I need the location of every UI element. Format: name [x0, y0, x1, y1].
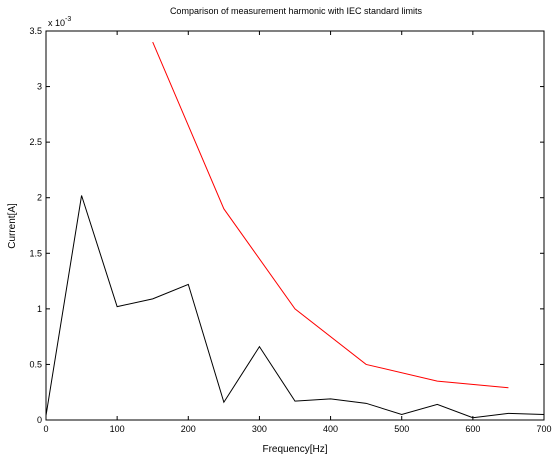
- x-tick-label: 400: [323, 424, 338, 434]
- x-tick-label: 300: [252, 424, 267, 434]
- y-tick-label: 1.5: [29, 248, 42, 258]
- x-tick-label: 100: [110, 424, 125, 434]
- y-tick-label: 0: [37, 415, 42, 425]
- series-line-2: [152, 41, 509, 389]
- x-tick-label: 500: [394, 424, 409, 434]
- y-axis-exponent: x 10-3: [48, 16, 71, 28]
- y-tick-label: 2: [37, 193, 42, 203]
- x-axis-label: Frequency[Hz]: [262, 444, 327, 455]
- y-axis-label: Current[A]: [7, 203, 18, 249]
- chart-title: Comparison of measurement harmonic with …: [170, 6, 423, 16]
- y-tick-label: 0.5: [29, 359, 42, 369]
- y-axis-ticks: 0 0.5 1 1.5 2 2.5 3 3.5: [29, 26, 544, 425]
- y-tick-label: 1: [37, 304, 42, 314]
- y-tick-label: 3: [37, 82, 42, 92]
- y-tick-label: 2.5: [29, 137, 42, 147]
- y-tick-label: 3.5: [29, 26, 42, 36]
- x-tick-label: 0: [43, 424, 48, 434]
- x-axis-ticks: 0 100 200 300 400 500 600 700: [43, 31, 552, 434]
- x-tick-label: 200: [181, 424, 196, 434]
- plot-frame: [45, 30, 545, 421]
- x-tick-label: 600: [465, 424, 480, 434]
- y-axis-exponent-power: -3: [65, 16, 71, 23]
- x-tick-label: 700: [536, 424, 551, 434]
- series-layer: [45, 41, 545, 419]
- y-axis-exponent-base: x 10: [48, 18, 65, 28]
- series-line-1: [45, 195, 545, 419]
